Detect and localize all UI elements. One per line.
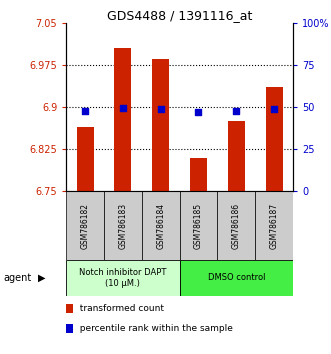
Text: GSM786184: GSM786184 bbox=[156, 202, 165, 249]
Point bbox=[234, 108, 239, 114]
Point bbox=[271, 107, 277, 112]
Bar bbox=[66, 191, 104, 260]
Text: agent: agent bbox=[3, 273, 31, 283]
Bar bbox=[76, 127, 94, 191]
Bar bbox=[265, 87, 283, 191]
Bar bbox=[190, 158, 207, 191]
Bar bbox=[179, 260, 293, 296]
Bar bbox=[228, 121, 245, 191]
Text: DMSO control: DMSO control bbox=[208, 273, 265, 282]
Bar bbox=[255, 191, 293, 260]
Bar bbox=[179, 191, 217, 260]
Bar bbox=[217, 191, 255, 260]
Point bbox=[196, 109, 201, 115]
Point bbox=[158, 107, 163, 112]
Point bbox=[82, 108, 88, 114]
Text: Notch inhibitor DAPT
(10 μM.): Notch inhibitor DAPT (10 μM.) bbox=[79, 268, 166, 287]
Text: GSM786185: GSM786185 bbox=[194, 202, 203, 249]
Text: transformed count: transformed count bbox=[74, 304, 165, 313]
Bar bbox=[115, 48, 131, 191]
Text: GSM786182: GSM786182 bbox=[80, 203, 90, 249]
Title: GDS4488 / 1391116_at: GDS4488 / 1391116_at bbox=[107, 9, 252, 22]
Point bbox=[120, 105, 125, 111]
Text: GSM786187: GSM786187 bbox=[269, 202, 279, 249]
Text: percentile rank within the sample: percentile rank within the sample bbox=[74, 324, 233, 333]
Bar bbox=[142, 191, 179, 260]
Text: ▶: ▶ bbox=[38, 273, 46, 283]
Bar bbox=[66, 260, 179, 296]
Text: GSM786186: GSM786186 bbox=[232, 202, 241, 249]
Text: GSM786183: GSM786183 bbox=[118, 202, 127, 249]
Bar bbox=[152, 59, 169, 191]
Bar bbox=[104, 191, 142, 260]
